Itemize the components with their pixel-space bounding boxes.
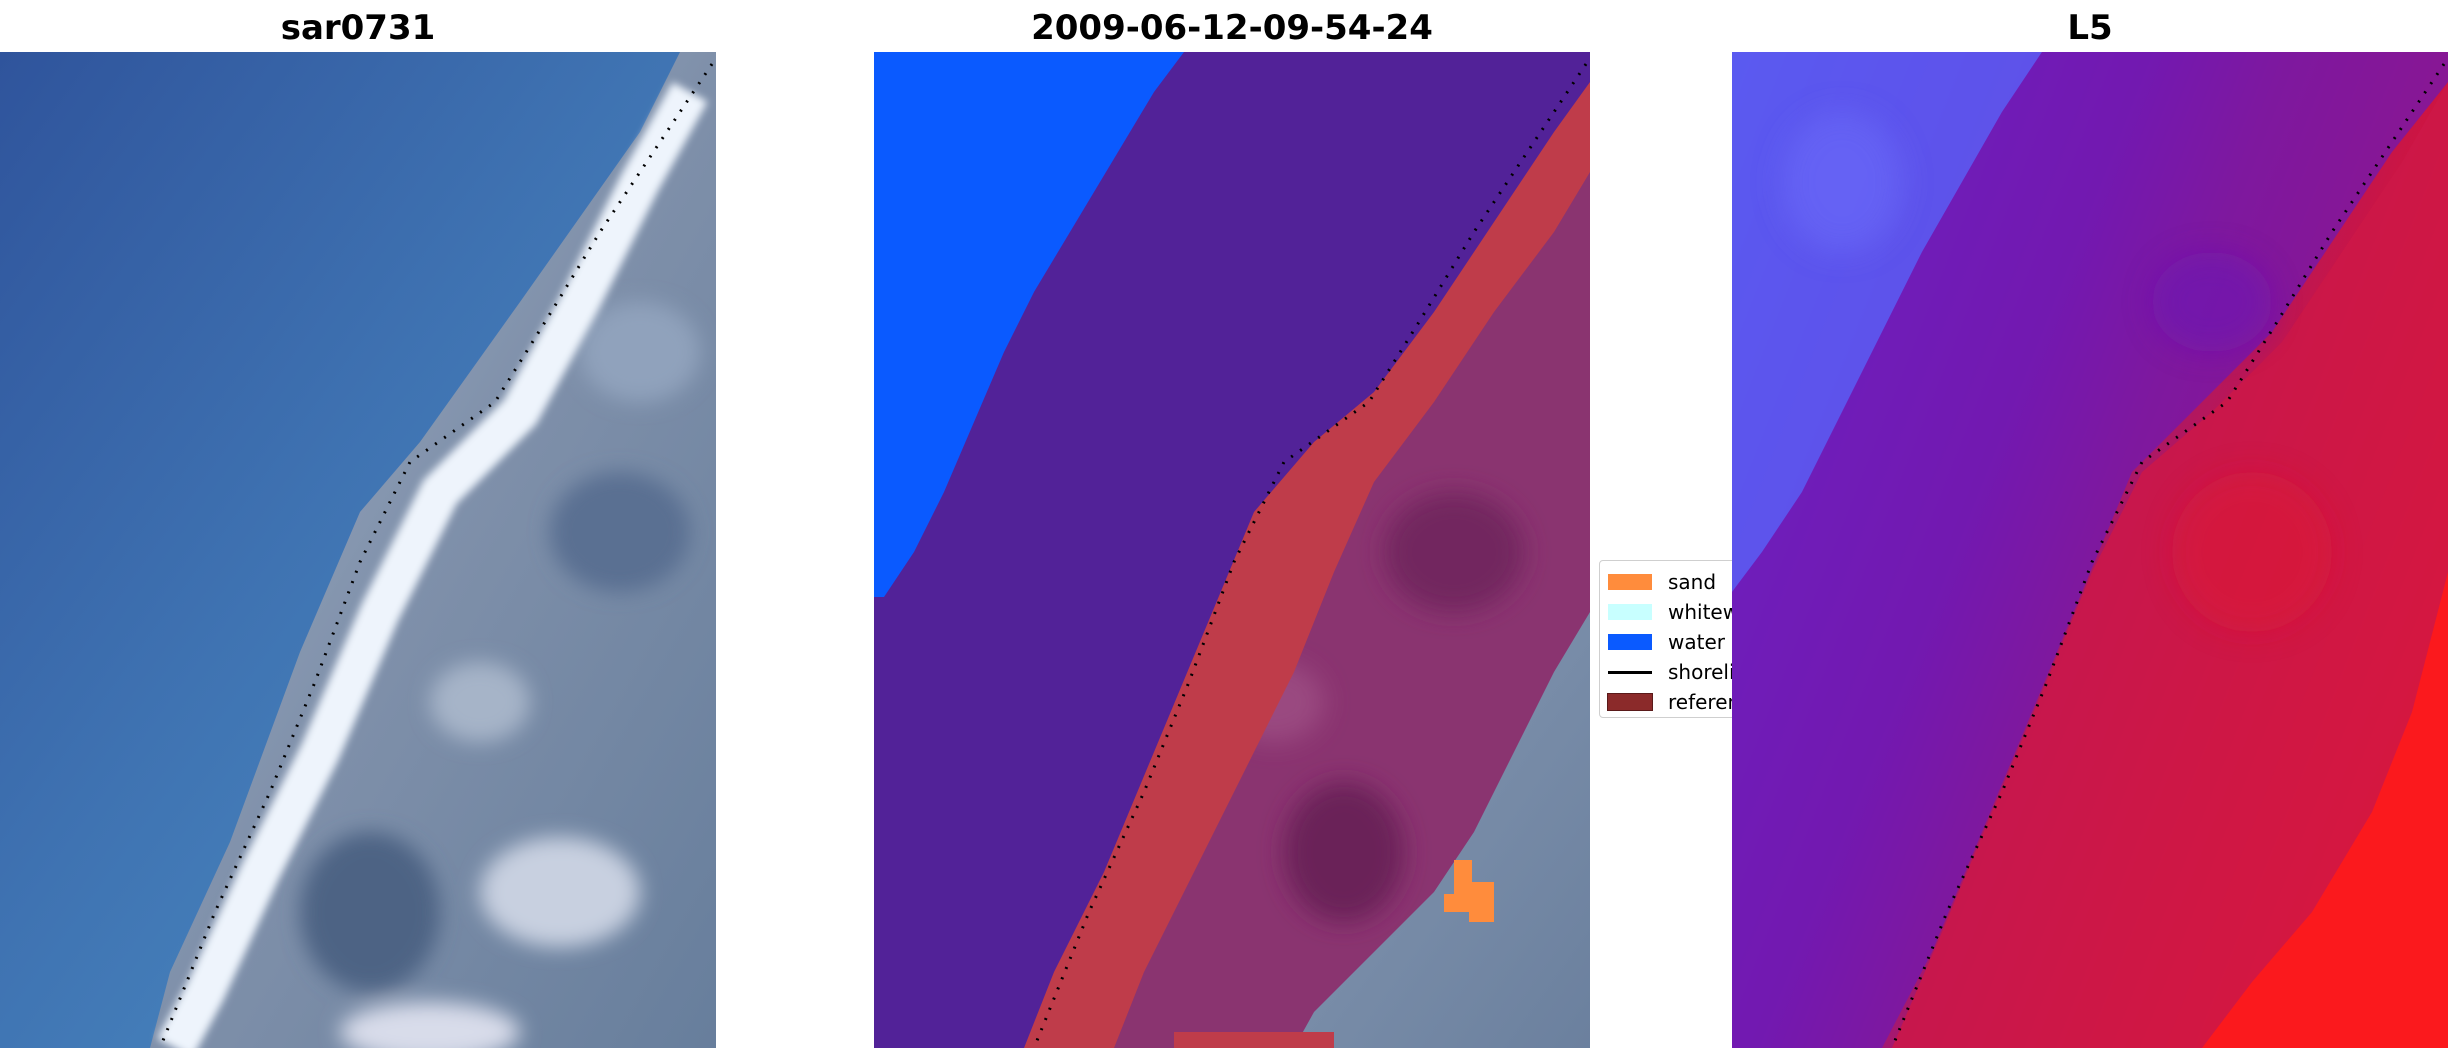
legend-swatch-water (1608, 634, 1652, 650)
prob-high-region (2202, 572, 2448, 1048)
prob-land-region (1892, 82, 2448, 1048)
shoreline-line-probability (1890, 63, 2446, 1048)
rgb-image (0, 52, 716, 1048)
shoreline-line-classification (1032, 63, 1588, 1048)
panel-classification: 2009-06-12-09-54-24 (874, 0, 1590, 1062)
panel-title-classification: 2009-06-12-09-54-24 (1031, 8, 1433, 48)
probability-image (1732, 52, 2448, 1048)
classification-image (874, 52, 1590, 1048)
class-water-region (874, 52, 1184, 597)
class-reference-patch (1174, 1032, 1334, 1048)
legend-swatch-reference (1607, 693, 1653, 711)
panel-probability: L5 (1732, 0, 2448, 1062)
legend-label-shoreline: shoreline (1668, 660, 1740, 684)
legend-swatch-whitewater (1608, 604, 1652, 620)
shoreline-line (158, 63, 714, 1048)
legend-swatch-sand (1608, 574, 1652, 590)
class-whitewater-region (874, 52, 1590, 1048)
class-reference-band (1024, 82, 1590, 1048)
legend-label-whitewater: whitewater (1668, 600, 1740, 624)
surf-zone (157, 82, 708, 1048)
panel-title-probability: L5 (2067, 8, 2113, 48)
legend-label-sand: sand (1668, 570, 1717, 594)
legend-label-reference: reference (1668, 690, 1740, 714)
class-sand-patch (1444, 860, 1494, 922)
panel-title-rgb: sar0731 (280, 8, 436, 48)
legend: sand whitewater water shoreline referenc… (1599, 560, 1741, 718)
legend-line-shoreline (1608, 671, 1652, 674)
panel-rgb: sar0731 (0, 0, 716, 1062)
legend-label-water: water (1668, 630, 1725, 654)
